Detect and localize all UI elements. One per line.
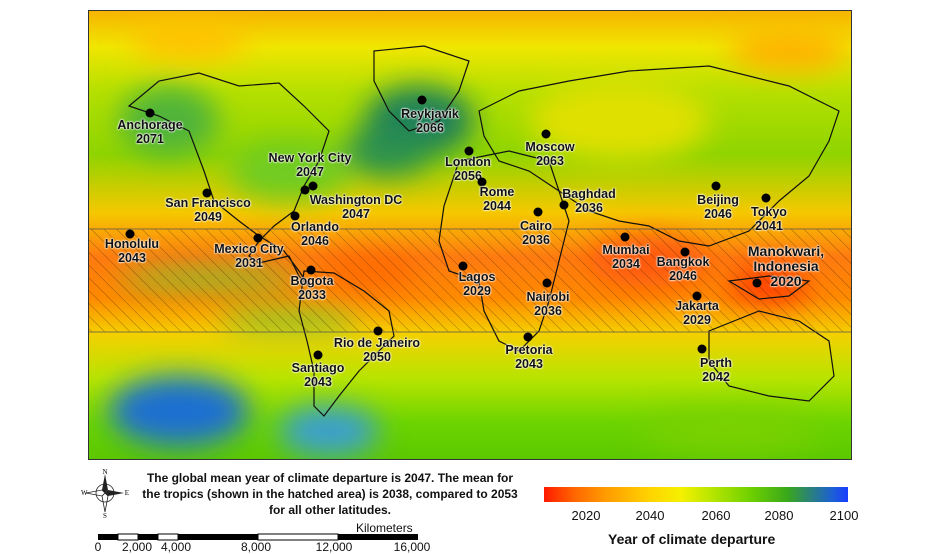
perth-marker — [697, 344, 707, 354]
map-caption: The global mean year of climate departur… — [142, 471, 518, 517]
scale-bar — [98, 533, 418, 541]
city-label-rome: Rome 2044 — [479, 185, 515, 213]
compass-e: E — [125, 489, 129, 497]
scale-tick: 16,000 — [393, 540, 431, 554]
city-label-washington: Washington DC 2047 — [309, 193, 403, 221]
scale-tick: 8,000 — [240, 540, 272, 554]
city-label-lagos: Lagos 2029 — [458, 270, 496, 298]
baghdad-marker — [559, 200, 569, 210]
city-label-mexico-city: Mexico City 2031 — [214, 242, 284, 270]
scale-tick: 2,000 — [121, 540, 153, 554]
city-label-baghdad: Baghdad 2036 — [562, 187, 616, 215]
city-label-moscow: Moscow 2063 — [525, 140, 575, 168]
city-label-santiago: Santiago 2043 — [291, 361, 345, 389]
rome-marker — [477, 177, 487, 187]
legend-tick: 2100 — [829, 508, 859, 523]
compass-rose-icon: N S E W — [80, 468, 130, 520]
city-label-jakarta: Jakarta 2029 — [675, 299, 719, 327]
legend-tick: 2040 — [635, 508, 665, 523]
city-label-london: London 2056 — [445, 155, 491, 183]
city-label-reykjavik: Reykjavik 2066 — [401, 107, 459, 135]
city-label-nairobi: Nairobi 2036 — [526, 290, 570, 318]
mexico-city-marker — [253, 233, 263, 243]
anchorage-marker — [145, 108, 155, 118]
city-label-beijing: Beijing 2046 — [697, 193, 739, 221]
city-label-manokwari: Manokwari, Indonesia 2020 — [747, 243, 825, 289]
city-label-orlando: Orlando 2046 — [291, 220, 339, 248]
legend-tick: 2080 — [764, 508, 794, 523]
honolulu-marker — [125, 229, 135, 239]
color-legend-bar — [544, 487, 848, 502]
manokwari-marker — [752, 278, 762, 288]
bangkok-marker — [680, 247, 690, 257]
map-background — [89, 11, 851, 459]
mumbai-marker — [620, 232, 630, 242]
tropics-hatched-area — [89, 229, 851, 332]
rio-marker — [373, 326, 383, 336]
san-francisco-marker — [202, 188, 212, 198]
city-label-mumbai: Mumbai 2034 — [602, 243, 650, 271]
legend-title: Year of climate departure — [608, 531, 776, 547]
tokyo-marker — [761, 193, 771, 203]
pretoria-marker — [523, 332, 533, 342]
city-label-tokyo: Tokyo 2041 — [751, 205, 787, 233]
jakarta-marker — [692, 291, 702, 301]
lagos-marker — [458, 261, 468, 271]
city-label-bogota: Bogota 2033 — [290, 274, 334, 302]
climate-departure-map — [88, 10, 852, 460]
nairobi-marker — [542, 278, 552, 288]
city-label-cairo: Cairo 2036 — [520, 219, 552, 247]
orlando-marker — [290, 211, 300, 221]
moscow-marker — [541, 129, 551, 139]
city-label-new-york: New York City 2047 — [268, 151, 352, 179]
beijing-marker — [711, 181, 721, 191]
scale-tick: 12,000 — [315, 540, 353, 554]
city-label-rio: Rio de Janeiro 2050 — [333, 336, 421, 364]
city-label-anchorage: Anchorage 2071 — [117, 118, 183, 146]
city-label-pretoria: Pretoria 2043 — [505, 343, 553, 371]
compass-w: W — [81, 489, 88, 497]
compass-n: N — [102, 468, 107, 476]
cairo-marker — [533, 207, 543, 217]
legend-tick: 2020 — [571, 508, 601, 523]
scale-unit-label: Kilometers — [356, 521, 413, 535]
scale-tick: 4,000 — [160, 540, 192, 554]
washington-marker — [300, 185, 310, 195]
bogota-marker — [306, 265, 316, 275]
legend-tick: 2060 — [701, 508, 731, 523]
city-label-bangkok: Bangkok 2046 — [656, 255, 710, 283]
new-york-marker — [308, 181, 318, 191]
scale-tick: 0 — [94, 540, 102, 554]
city-label-san-francisco: San Francisco 2049 — [165, 196, 251, 224]
city-label-honolulu: Honolulu 2043 — [104, 237, 160, 265]
city-label-perth: Perth 2042 — [700, 356, 732, 384]
london-marker — [464, 146, 474, 156]
santiago-marker — [313, 350, 323, 360]
compass-s: S — [103, 512, 107, 518]
reykjavik-marker — [417, 95, 427, 105]
